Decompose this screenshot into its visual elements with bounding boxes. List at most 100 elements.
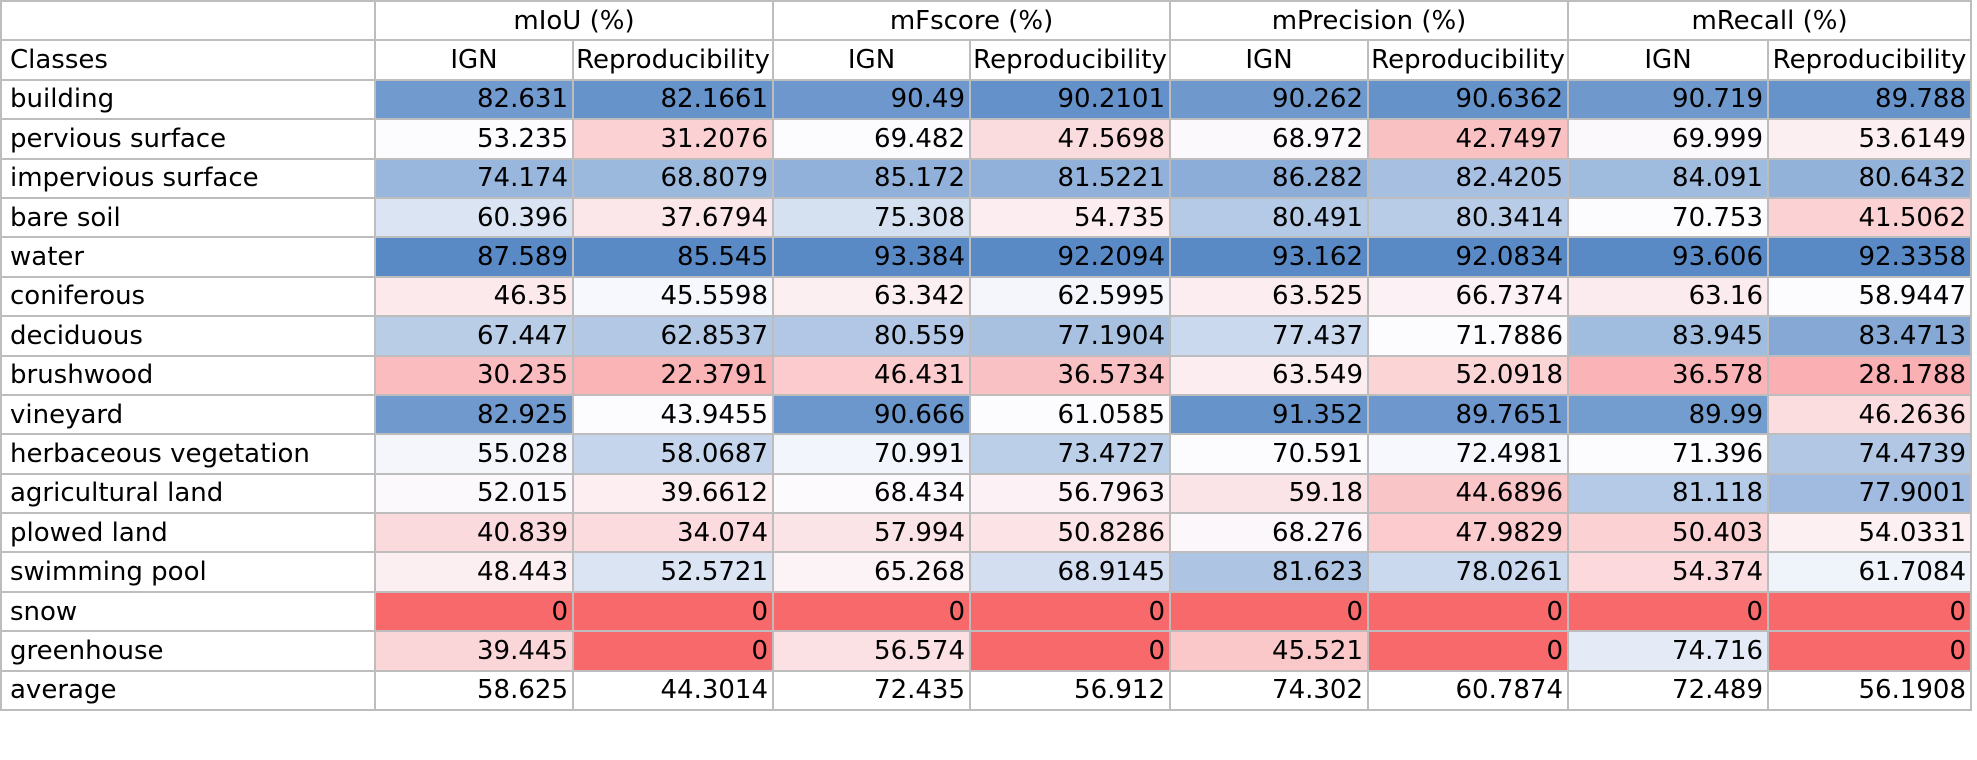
metric-cell: 58.0687 (571, 433, 775, 475)
metric-cell: 58.9447 (1767, 275, 1973, 318)
metric-cell: 78.0261 (1367, 551, 1570, 593)
metric-cell: 69.482 (772, 118, 972, 160)
metric-cell: 69.999 (1567, 118, 1770, 160)
table-row: impervious surface 74.174 68.8079 85.172 81.… (0, 157, 1973, 199)
metric-cell: 89.7651 (1367, 393, 1570, 436)
metric-cell: 84.091 (1567, 157, 1770, 199)
sub-header-reproducibility: Reproducibility (969, 39, 1172, 81)
metric-cell: 81.623 (1169, 551, 1370, 593)
metric-cell: 86.282 (1169, 157, 1370, 199)
metric-cell: 92.0834 (1367, 236, 1570, 278)
metric-cell: 80.3414 (1367, 196, 1570, 239)
metric-cell: 77.9001 (1767, 472, 1973, 515)
class-label: vineyard (0, 393, 376, 436)
group-header-mfscore: mFscore (%) (772, 0, 1172, 42)
metric-cell: 0 (374, 590, 574, 633)
metric-cell: 48.443 (374, 551, 574, 593)
metric-cell: 63.16 (1567, 275, 1770, 318)
metric-cell: 80.491 (1169, 196, 1370, 239)
class-label: average (0, 669, 376, 712)
metric-cell: 75.308 (772, 196, 972, 239)
metric-cell: 82.1661 (571, 78, 775, 121)
class-label: building (0, 78, 376, 121)
metric-cell: 77.1904 (969, 315, 1172, 357)
metric-cell: 90.262 (1169, 78, 1370, 121)
metric-cell: 80.6432 (1767, 157, 1973, 199)
metric-cell: 53.6149 (1767, 118, 1973, 160)
metric-cell: 85.172 (772, 157, 972, 199)
metric-group-header-row: mIoU (%) mFscore (%) mPrecision (%) mRec… (0, 0, 1973, 42)
metric-cell: 52.5721 (571, 551, 775, 593)
table-row: coniferous 46.35 45.5598 63.342 62.5995 63.52… (0, 275, 1973, 318)
metric-cell: 47.5698 (969, 118, 1172, 160)
metric-cell: 55.028 (374, 433, 574, 475)
metric-cell: 87.589 (374, 236, 574, 278)
metric-cell: 46.35 (374, 275, 574, 318)
metric-cell: 54.735 (969, 196, 1172, 239)
table-row: pervious surface 53.235 31.2076 69.482 47.56… (0, 118, 1973, 160)
metric-cell: 73.4727 (969, 433, 1172, 475)
metric-cell: 54.0331 (1767, 512, 1973, 554)
metric-cell: 92.2094 (969, 236, 1172, 278)
metric-cell: 56.912 (969, 669, 1172, 712)
class-label: coniferous (0, 275, 376, 318)
metric-cell: 28.1788 (1767, 354, 1973, 396)
class-label: greenhouse (0, 630, 376, 672)
sub-header-row: Classes IGN Reproducibility IGN Reproduc… (0, 39, 1973, 81)
table-body: building 82.631 82.1661 90.49 90.2101 90.262 9… (0, 78, 1973, 712)
metric-cell: 22.3791 (571, 354, 775, 396)
metric-cell: 90.719 (1567, 78, 1770, 121)
metric-cell: 54.374 (1567, 551, 1770, 593)
class-label: impervious surface (0, 157, 376, 199)
sub-header-reproducibility: Reproducibility (1767, 39, 1973, 81)
metric-cell: 91.352 (1169, 393, 1370, 436)
metric-cell: 66.7374 (1367, 275, 1570, 318)
metric-cell: 72.4981 (1367, 433, 1570, 475)
class-label: swimming pool (0, 551, 376, 593)
metric-cell: 82.4205 (1367, 157, 1570, 199)
metric-cell: 74.174 (374, 157, 574, 199)
metric-cell: 61.0585 (969, 393, 1172, 436)
metric-cell: 74.4739 (1767, 433, 1973, 475)
metric-cell: 68.9145 (969, 551, 1172, 593)
table-row: herbaceous vegetation 55.028 58.0687 70.991… (0, 433, 1973, 475)
corner-cell (0, 0, 376, 42)
class-label: herbaceous vegetation (0, 433, 376, 475)
class-label: plowed land (0, 512, 376, 554)
metric-cell: 56.7963 (969, 472, 1172, 515)
metric-cell: 70.753 (1567, 196, 1770, 239)
metric-cell: 0 (969, 590, 1172, 633)
metric-cell: 52.015 (374, 472, 574, 515)
metric-cell: 31.2076 (571, 118, 775, 160)
metric-cell: 82.631 (374, 78, 574, 121)
metric-cell: 81.5221 (969, 157, 1172, 199)
metric-cell: 83.945 (1567, 315, 1770, 357)
group-header-mprecision: mPrecision (%) (1169, 0, 1570, 42)
table-row: building 82.631 82.1661 90.49 90.2101 90.262 9… (0, 78, 1973, 121)
metric-cell: 77.437 (1169, 315, 1370, 357)
metric-cell: 43.9455 (571, 393, 775, 436)
metric-cell: 56.574 (772, 630, 972, 672)
metric-cell: 53.235 (374, 118, 574, 160)
metric-cell: 56.1908 (1767, 669, 1973, 712)
table-row: agricultural land 52.015 39.6612 68.434 56.7… (0, 472, 1973, 515)
metric-cell: 90.666 (772, 393, 972, 436)
metric-cell: 68.434 (772, 472, 972, 515)
metric-cell: 0 (969, 630, 1172, 672)
metric-cell: 46.2636 (1767, 393, 1973, 436)
metric-cell: 0 (1367, 590, 1570, 633)
metric-cell: 0 (571, 590, 775, 633)
metric-cell: 68.276 (1169, 512, 1370, 554)
metric-cell: 58.625 (374, 669, 574, 712)
metric-cell: 92.3358 (1767, 236, 1973, 278)
class-label: deciduous (0, 315, 376, 357)
metric-cell: 89.788 (1767, 78, 1973, 121)
sub-header-reproducibility: Reproducibility (571, 39, 775, 81)
metric-cell: 50.8286 (969, 512, 1172, 554)
sub-header-ign: IGN (1169, 39, 1370, 81)
metric-cell: 37.6794 (571, 196, 775, 239)
metric-cell: 65.268 (772, 551, 972, 593)
metric-cell: 71.7886 (1367, 315, 1570, 357)
sub-header-ign: IGN (374, 39, 574, 81)
metric-cell: 44.3014 (571, 669, 775, 712)
